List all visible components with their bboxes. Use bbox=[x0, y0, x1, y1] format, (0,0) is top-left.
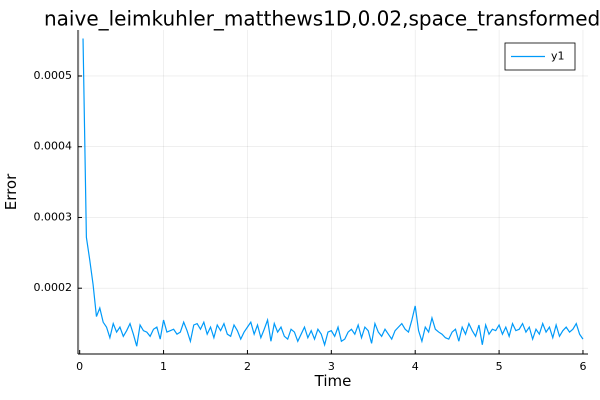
chart-title: naive_leimkuhler_matthews1D,0.02,space_t… bbox=[44, 7, 600, 31]
y-tick-label: 0.0002 bbox=[34, 281, 73, 294]
x-tick-label: 4 bbox=[412, 360, 419, 373]
x-tick-label: 5 bbox=[496, 360, 503, 373]
y-tick-label: 0.0004 bbox=[34, 140, 73, 153]
y-tick-label: 0.0003 bbox=[34, 210, 73, 223]
x-tick-label: 3 bbox=[328, 360, 335, 373]
x-tick-label: 0 bbox=[76, 360, 83, 373]
x-tick-label: 2 bbox=[244, 360, 251, 373]
x-tick-label: 6 bbox=[579, 360, 586, 373]
x-tick-label: 1 bbox=[160, 360, 167, 373]
data-line bbox=[82, 38, 584, 347]
legend-label: y1 bbox=[551, 50, 565, 63]
x-axis-label: Time bbox=[314, 372, 352, 390]
y-tick-label: 0.0005 bbox=[34, 69, 73, 82]
y-axis-label: Error bbox=[2, 173, 20, 210]
